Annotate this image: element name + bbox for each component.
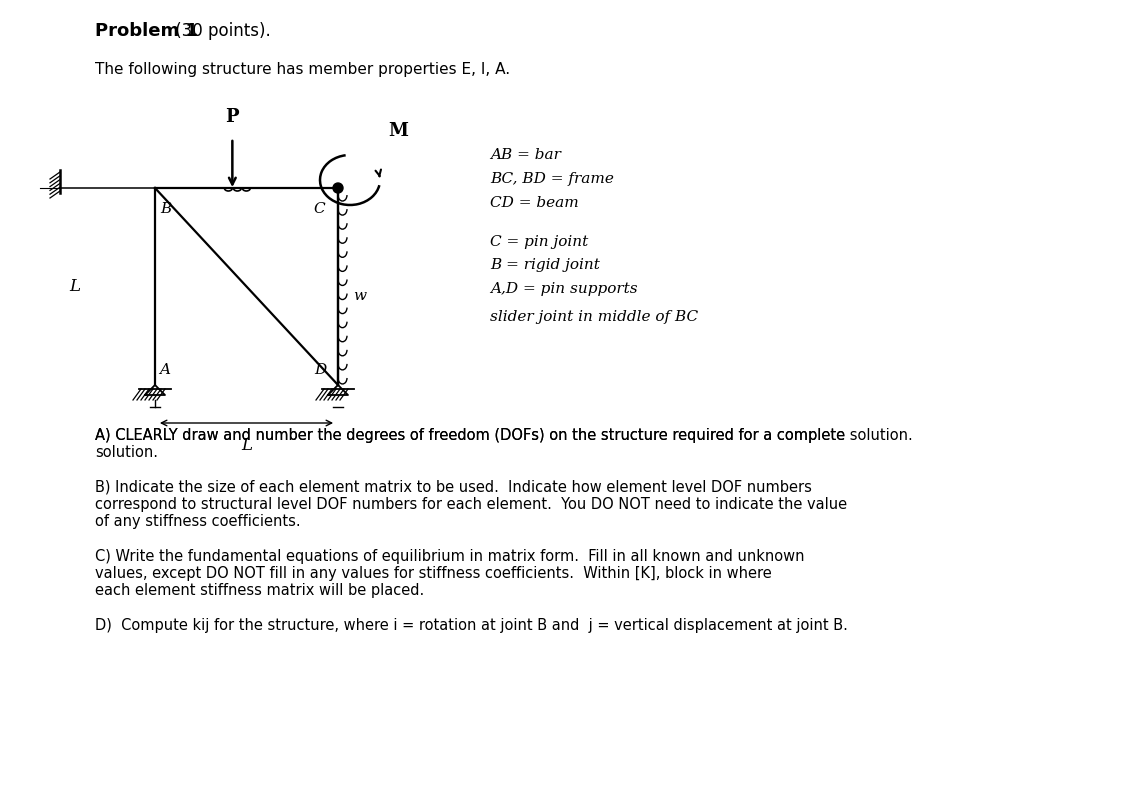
Text: The following structure has member properties E, I, A.: The following structure has member prope… bbox=[95, 62, 510, 77]
Text: of any stiffness coefficients.: of any stiffness coefficients. bbox=[95, 514, 300, 529]
Text: C) Write the fundamental equations of equilibrium in matrix form.  Fill in all k: C) Write the fundamental equations of eq… bbox=[95, 549, 804, 564]
Text: B: B bbox=[160, 202, 171, 216]
Text: A) CLEARLY draw and number the degrees of freedom (DOFs) on the structure requir: A) CLEARLY draw and number the degrees o… bbox=[95, 428, 912, 443]
Text: B) Indicate the size of each element matrix to be used.  Indicate how element le: B) Indicate the size of each element mat… bbox=[95, 480, 812, 495]
Text: L: L bbox=[70, 278, 80, 295]
Text: D)  Compute kij for the structure, where i = rotation at joint B and  j = vertic: D) Compute kij for the structure, where … bbox=[95, 618, 847, 633]
Text: D: D bbox=[314, 363, 327, 377]
Text: A: A bbox=[159, 363, 170, 377]
Text: values, except DO NOT fill in any values for stiffness coefficients.  Within [K]: values, except DO NOT fill in any values… bbox=[95, 566, 772, 581]
Text: L: L bbox=[241, 437, 252, 454]
Text: B = rigid joint: B = rigid joint bbox=[490, 258, 600, 272]
Text: BC, BD = frame: BC, BD = frame bbox=[490, 172, 614, 186]
Text: Problem 1: Problem 1 bbox=[95, 22, 198, 40]
Text: solution.: solution. bbox=[95, 445, 158, 460]
Text: C = pin joint: C = pin joint bbox=[490, 235, 588, 249]
Text: A,D = pin supports: A,D = pin supports bbox=[490, 282, 637, 296]
Text: correspond to structural level DOF numbers for each element.  You DO NOT need to: correspond to structural level DOF numbe… bbox=[95, 497, 847, 512]
Text: A) CLEARLY draw and number the degrees of freedom (DOFs) on the structure requir: A) CLEARLY draw and number the degrees o… bbox=[95, 428, 845, 443]
Text: each element stiffness matrix will be placed.: each element stiffness matrix will be pl… bbox=[95, 583, 424, 598]
Text: slider joint in middle of BC: slider joint in middle of BC bbox=[490, 310, 698, 324]
Text: CD = beam: CD = beam bbox=[490, 196, 579, 210]
Text: M: M bbox=[388, 122, 408, 140]
Circle shape bbox=[333, 183, 343, 193]
Text: AB = bar: AB = bar bbox=[490, 148, 561, 162]
Text: (30 points).: (30 points). bbox=[170, 22, 271, 40]
Text: C: C bbox=[313, 202, 324, 216]
Text: P: P bbox=[225, 108, 239, 126]
Text: w: w bbox=[353, 289, 365, 304]
